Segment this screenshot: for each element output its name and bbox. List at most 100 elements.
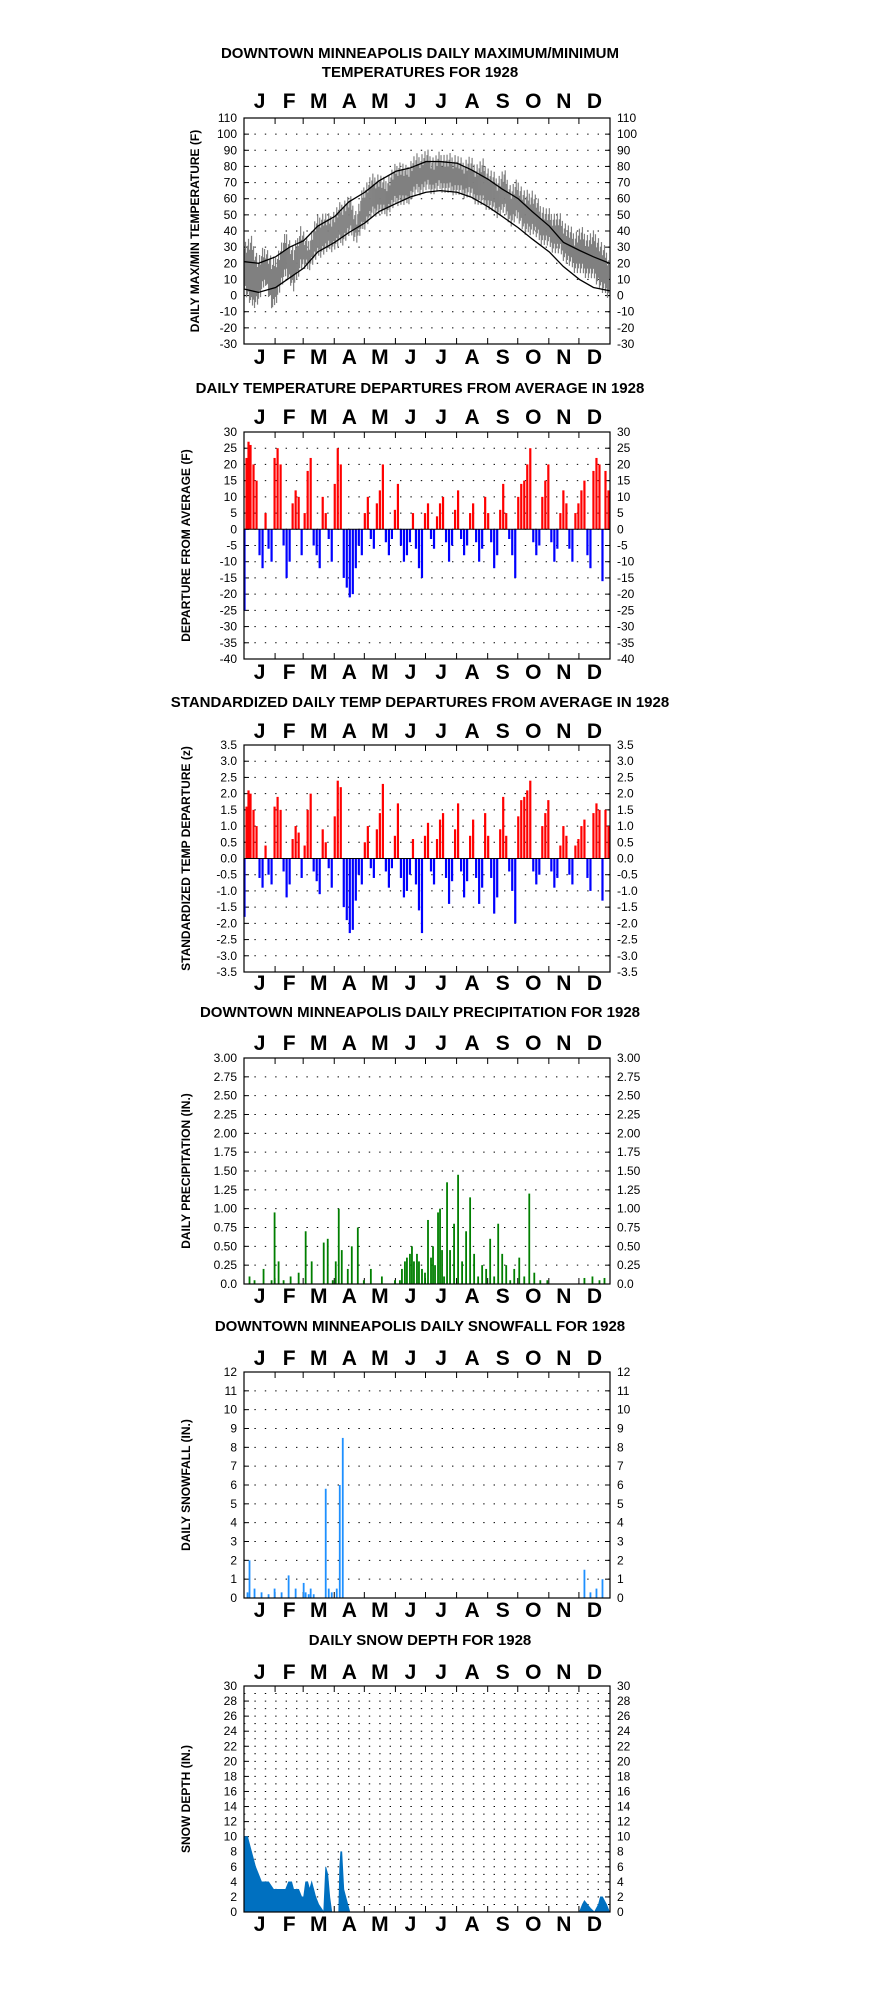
- month-label-bottom: N: [556, 661, 571, 684]
- month-label-top: F: [283, 720, 296, 743]
- bar: [580, 490, 583, 530]
- bar: [262, 1268, 265, 1284]
- bar: [456, 490, 460, 530]
- bar: [315, 858, 318, 882]
- y-tick-label-left: 26: [224, 1709, 238, 1723]
- month-label-bottom: J: [254, 1913, 266, 1936]
- bar: [369, 1268, 372, 1284]
- bar: [252, 809, 255, 859]
- bar: [342, 529, 345, 578]
- bar: [466, 858, 469, 882]
- bar: [327, 529, 330, 540]
- y-tick-label-right: -3.5: [617, 965, 638, 979]
- y-tick-label-right: 2.75: [617, 1070, 641, 1084]
- bar: [453, 1223, 455, 1284]
- bar: [249, 793, 252, 859]
- bar: [583, 480, 586, 530]
- bar: [330, 858, 333, 888]
- month-label-bottom: J: [405, 346, 417, 369]
- bar: [406, 1257, 408, 1284]
- bar: [478, 858, 481, 904]
- bar: [544, 813, 547, 859]
- bar: [245, 457, 248, 530]
- bar: [523, 480, 526, 530]
- month-label-top: F: [283, 1661, 296, 1684]
- y-tick-label-left: 0.0: [220, 1277, 237, 1291]
- y-tick-label-right: 2: [617, 1890, 624, 1904]
- bar: [535, 529, 538, 556]
- y-tick-label-right: 14: [617, 1800, 631, 1814]
- month-label-top: M: [371, 1661, 389, 1684]
- y-tick-label-right: 3.0: [617, 754, 634, 768]
- y-tick-label-right: 0.5: [617, 835, 634, 849]
- chart-title: TEMPERATURES FOR 1928: [322, 64, 518, 81]
- bar: [348, 529, 351, 598]
- y-tick-label-right: 22: [617, 1739, 631, 1753]
- bar: [421, 1268, 423, 1284]
- month-label-top: M: [310, 1347, 328, 1370]
- y-tick-label-right: 10: [617, 1830, 631, 1844]
- bar: [279, 809, 282, 859]
- y-tick-label-right: 7: [617, 1459, 624, 1473]
- month-label-top: J: [405, 1661, 417, 1684]
- month-label-bottom: J: [435, 661, 447, 684]
- chart-title: STANDARDIZED DAILY TEMP DEPARTURES FROM …: [171, 694, 669, 711]
- month-label-top: M: [371, 406, 389, 429]
- chart-panel-4: DOWNTOWN MINNEAPOLIS DAILY PRECIPITATION…: [179, 1004, 641, 1308]
- month-label-top: A: [342, 1347, 357, 1370]
- month-label-bottom: A: [342, 1913, 357, 1936]
- y-tick-label-left: 10: [224, 1403, 238, 1417]
- bar: [399, 858, 403, 878]
- month-label-bottom: M: [371, 346, 389, 369]
- bar: [279, 464, 282, 530]
- bar: [312, 1594, 315, 1598]
- y-tick-label-right: 2.00: [617, 1126, 641, 1140]
- bar: [547, 800, 550, 859]
- month-label-bottom: O: [525, 1285, 541, 1308]
- bar: [490, 858, 493, 878]
- bar: [520, 800, 523, 859]
- bar: [591, 1276, 594, 1284]
- month-label-bottom: N: [556, 1913, 571, 1936]
- bar: [255, 480, 258, 530]
- month-label-bottom: M: [310, 1285, 328, 1308]
- bar: [381, 783, 384, 859]
- bar: [465, 1231, 468, 1284]
- month-label-top: D: [587, 406, 602, 429]
- bar: [273, 457, 276, 530]
- bar: [592, 813, 595, 859]
- bar: [260, 1592, 263, 1598]
- snow-depth-area: [244, 1836, 611, 1914]
- bar: [411, 513, 415, 530]
- bar: [453, 829, 457, 859]
- month-label-bottom: O: [525, 1599, 541, 1622]
- y-tick-label-right: 1: [617, 1572, 624, 1586]
- bar: [426, 503, 430, 530]
- month-label-bottom: A: [342, 661, 357, 684]
- bar: [556, 529, 559, 549]
- bar: [309, 457, 312, 530]
- month-label-top: J: [435, 720, 447, 743]
- bar: [336, 780, 339, 859]
- month-label-bottom: A: [465, 661, 480, 684]
- month-label-top: A: [342, 1032, 357, 1055]
- bar: [356, 1227, 359, 1284]
- bar: [533, 1272, 536, 1284]
- bar: [477, 1276, 480, 1284]
- y-tick-label-left: 24: [224, 1724, 238, 1738]
- month-label-top: F: [283, 1032, 296, 1055]
- bar: [589, 529, 592, 569]
- bar: [354, 858, 357, 901]
- bar: [372, 529, 375, 549]
- bar: [508, 529, 511, 540]
- y-tick-label-left: 4: [230, 1516, 237, 1530]
- bar: [493, 529, 496, 569]
- y-tick-label-right: -25: [617, 603, 635, 617]
- month-label-bottom: J: [254, 661, 266, 684]
- month-label-bottom: F: [283, 661, 296, 684]
- bar: [541, 496, 544, 530]
- bar: [546, 1280, 549, 1284]
- bar: [315, 529, 318, 556]
- series-line-normal-max: [244, 160, 610, 264]
- month-label-bottom: A: [342, 972, 357, 995]
